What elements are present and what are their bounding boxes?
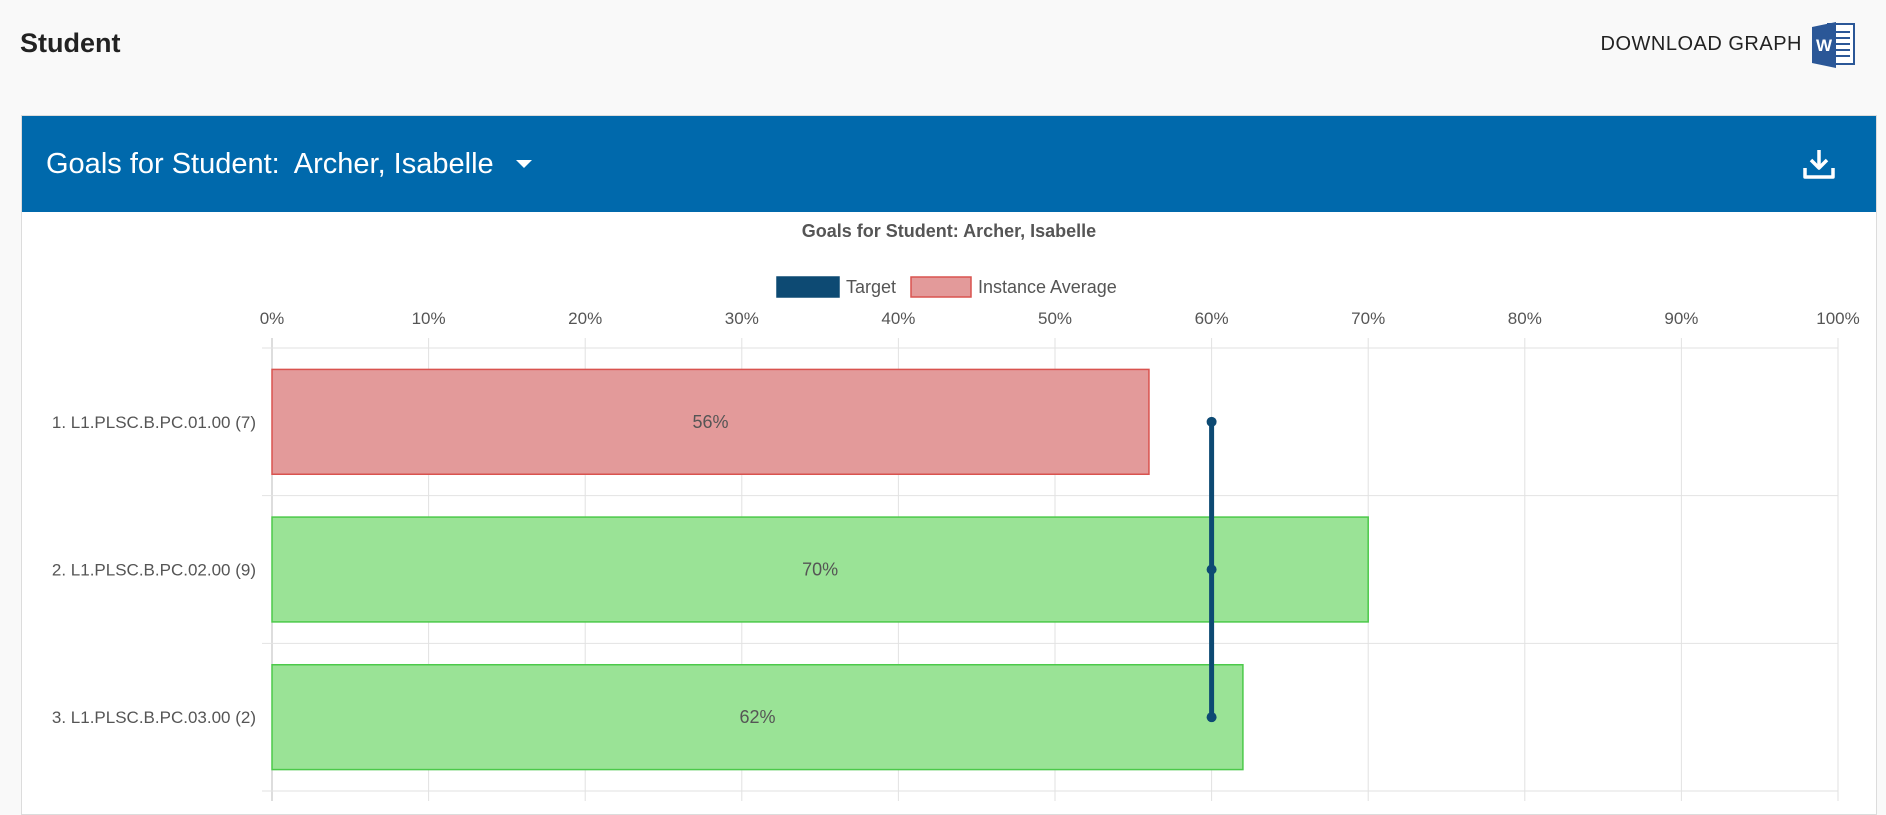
target-point-3	[1206, 712, 1217, 723]
goals-chart: Goals for Student: Archer, Isabelle Targe…	[52, 221, 1860, 801]
bar-value-label: 62%	[739, 707, 775, 727]
bar-value-label: 56%	[692, 412, 728, 432]
student-selector[interactable]: Archer, Isabelle	[280, 148, 532, 181]
bar-2	[271, 516, 1369, 623]
download-icon[interactable]	[1802, 147, 1836, 181]
x-tick-label: 80%	[1508, 309, 1542, 328]
target-point-2	[1206, 564, 1217, 575]
target-point-1	[1206, 416, 1217, 427]
bar-3	[271, 663, 1244, 771]
svg-text:W: W	[1816, 36, 1833, 55]
category-label: 3. L1.PLSC.B.PC.03.00 (2)	[52, 708, 256, 727]
goals-card: Goals for Student: Archer, Isabelle Goal…	[21, 115, 1877, 815]
card-header: Goals for Student: Archer, Isabelle	[22, 116, 1876, 212]
legend-swatch-2	[910, 276, 972, 298]
x-tick-label: 10%	[412, 309, 446, 328]
x-tick-label: 30%	[725, 309, 759, 328]
category-label: 2. L1.PLSC.B.PC.02.00 (9)	[52, 561, 256, 580]
bar-value-label: 70%	[802, 560, 838, 580]
bar-1	[271, 368, 1150, 476]
category-label: 1. L1.PLSC.B.PC.01.00 (7)	[52, 413, 256, 432]
x-tick-label: 60%	[1195, 309, 1229, 328]
legend-swatch-1	[776, 276, 840, 298]
x-tick-label: 50%	[1038, 309, 1072, 328]
caret-down-icon[interactable]	[515, 160, 532, 168]
chart-title: Goals for Student: Archer, Isabelle	[802, 221, 1096, 241]
x-tick-label: 40%	[881, 309, 915, 328]
x-tick-label: 100%	[1816, 309, 1859, 328]
x-tick-label: 20%	[568, 309, 602, 328]
x-tick-label: 0%	[260, 309, 285, 328]
legend-label-2: Instance Average	[978, 277, 1117, 297]
x-tick-label: 90%	[1664, 309, 1698, 328]
student-name: Archer, Isabelle	[293, 147, 494, 180]
header-title: Goals for Student:	[46, 147, 280, 180]
legend-label-1: Target	[846, 277, 896, 297]
download-graph-button[interactable]: DOWNLOAD GRAPH W	[1601, 18, 1860, 70]
download-graph-label: DOWNLOAD GRAPH	[1600, 32, 1802, 55]
word-document-icon: W	[1812, 22, 1855, 68]
x-tick-label: 70%	[1351, 309, 1385, 328]
page-title: Student	[20, 28, 121, 58]
